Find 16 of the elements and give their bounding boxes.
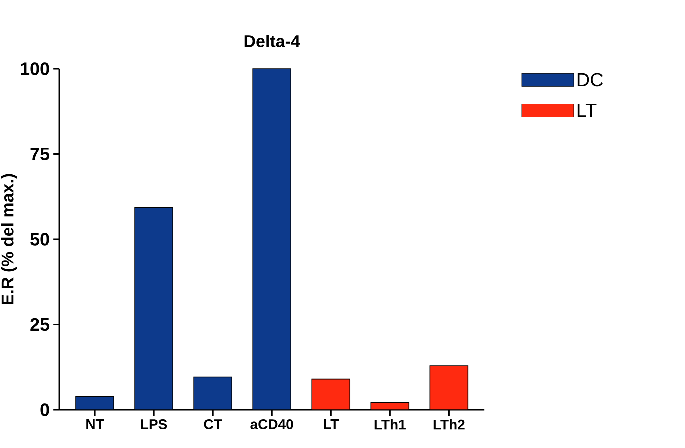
chart-title: Delta-4 bbox=[244, 34, 300, 48]
y-tick-label: 25 bbox=[30, 318, 50, 332]
x-tick-label: LTh1 bbox=[374, 420, 406, 430]
x-tick-label: LTh2 bbox=[434, 420, 465, 430]
y-axis-title: E.R (% del max.) bbox=[1, 174, 18, 304]
y-tick-label: 50 bbox=[30, 233, 50, 246]
legend-label: LT bbox=[578, 104, 597, 118]
x-tick-label: aCD40 bbox=[250, 420, 294, 430]
x-tick-label: NT bbox=[86, 420, 104, 430]
y-tick-label: 0 bbox=[40, 404, 50, 416]
x-tick-label: CT bbox=[204, 420, 222, 430]
x-tick-label: LPS bbox=[141, 420, 168, 430]
x-tick-label: LT bbox=[324, 420, 340, 430]
y-tick-label: 100 bbox=[21, 62, 50, 76]
legend-label: DC bbox=[578, 73, 604, 87]
y-tick-label: 75 bbox=[30, 148, 50, 161]
